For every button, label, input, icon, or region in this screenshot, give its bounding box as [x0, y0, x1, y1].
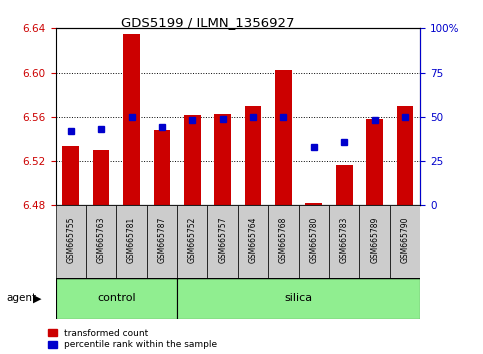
Legend: transformed count, percentile rank within the sample: transformed count, percentile rank withi…	[48, 329, 217, 349]
Bar	[390, 205, 420, 278]
Bar	[86, 205, 116, 278]
Bar	[245, 106, 261, 205]
Bar	[208, 205, 238, 278]
Text: GSM665752: GSM665752	[188, 217, 197, 263]
Text: GSM665764: GSM665764	[249, 217, 257, 263]
Text: GSM665783: GSM665783	[340, 217, 349, 263]
Text: GSM665763: GSM665763	[97, 217, 106, 263]
Text: control: control	[97, 293, 136, 303]
Bar	[56, 278, 177, 319]
Text: GDS5199 / ILMN_1356927: GDS5199 / ILMN_1356927	[121, 16, 295, 29]
Text: GSM665755: GSM665755	[66, 217, 75, 263]
Text: GSM665768: GSM665768	[279, 217, 288, 263]
Text: agent: agent	[6, 293, 36, 303]
Bar	[184, 115, 200, 205]
Text: GSM665789: GSM665789	[370, 217, 379, 263]
Bar	[366, 119, 383, 205]
Bar	[177, 278, 420, 319]
Bar	[154, 130, 170, 205]
Bar	[275, 70, 292, 205]
Bar	[397, 106, 413, 205]
Bar	[93, 150, 110, 205]
Bar	[329, 205, 359, 278]
Text: GSM665757: GSM665757	[218, 217, 227, 263]
Bar	[214, 114, 231, 205]
Bar	[359, 205, 390, 278]
Text: ▶: ▶	[33, 293, 42, 303]
Text: GSM665790: GSM665790	[400, 217, 410, 263]
Bar	[123, 34, 140, 205]
Text: GSM665780: GSM665780	[309, 217, 318, 263]
Bar	[238, 205, 268, 278]
Bar	[62, 145, 79, 205]
Bar	[177, 205, 208, 278]
Bar	[56, 205, 86, 278]
Text: GSM665787: GSM665787	[157, 217, 167, 263]
Bar	[268, 205, 298, 278]
Bar	[305, 203, 322, 205]
Bar	[336, 166, 353, 205]
Bar	[147, 205, 177, 278]
Bar	[298, 205, 329, 278]
Text: silica: silica	[284, 293, 313, 303]
Bar	[116, 205, 147, 278]
Text: GSM665781: GSM665781	[127, 217, 136, 263]
